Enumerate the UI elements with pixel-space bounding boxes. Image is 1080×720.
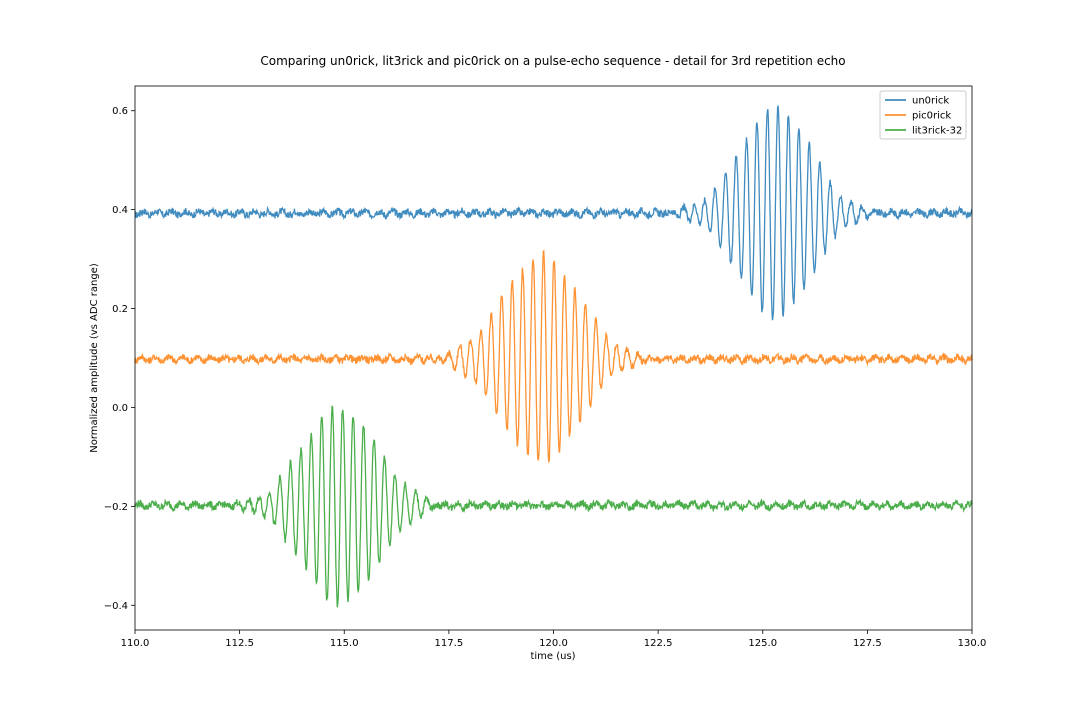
y-axis-ticks: −0.4 −0.2 0.0 0.2 0.4 0.6 bbox=[104, 106, 135, 612]
chart-title: Comparing un0rick, lit3rick and pic0rick… bbox=[260, 54, 845, 68]
x-axis-label: time (us) bbox=[530, 651, 575, 662]
y-tick-label: −0.4 bbox=[104, 601, 128, 612]
series-line-lit3rick-32 bbox=[134, 405, 973, 608]
x-tick-label: 130.0 bbox=[958, 638, 987, 649]
legend-label: pic0rick bbox=[912, 111, 951, 122]
y-tick-label: 0.4 bbox=[112, 205, 128, 216]
y-axis-label: Normalized amplitude (vs ADC range) bbox=[89, 263, 100, 453]
y-tick-label: −0.2 bbox=[104, 502, 128, 513]
y-tick-label: 0.6 bbox=[112, 106, 128, 117]
legend: un0rick pic0rick lit3rick-32 bbox=[879, 90, 967, 140]
legend-label: lit3rick-32 bbox=[912, 126, 962, 137]
y-tick-label: 0.0 bbox=[112, 403, 128, 414]
x-tick-label: 117.5 bbox=[435, 638, 464, 649]
legend-label: un0rick bbox=[912, 96, 949, 107]
x-tick-label: 110.0 bbox=[121, 638, 150, 649]
series-line-un0rick bbox=[134, 104, 973, 321]
x-tick-label: 125.0 bbox=[748, 638, 777, 649]
x-axis-ticks: 110.0 112.5 115.0 117.5 120.0 122.5 125.0 127.5… bbox=[121, 630, 987, 649]
x-tick-label: 127.5 bbox=[853, 638, 882, 649]
series-line-pic0rick bbox=[134, 249, 973, 464]
series-layer bbox=[134, 104, 973, 608]
x-tick-label: 112.5 bbox=[225, 638, 254, 649]
legend-box bbox=[879, 90, 967, 140]
y-tick-label: 0.2 bbox=[112, 304, 128, 315]
x-tick-label: 115.0 bbox=[330, 638, 359, 649]
x-tick-label: 122.5 bbox=[644, 638, 673, 649]
x-tick-label: 120.0 bbox=[539, 638, 568, 649]
